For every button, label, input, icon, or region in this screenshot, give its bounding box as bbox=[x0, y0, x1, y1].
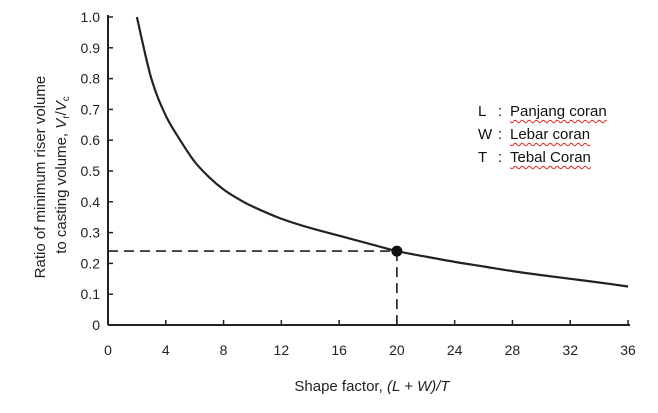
x-tick-label: 28 bbox=[505, 342, 521, 358]
x-axis-title: Shape factor, (L + W)/T bbox=[294, 378, 451, 395]
legend-item-l: L: Panjang coran bbox=[478, 103, 607, 120]
legend-item-t: T: Tebal Coran bbox=[478, 149, 591, 166]
x-tick-label: 16 bbox=[331, 342, 347, 358]
y-tick-label: 0.1 bbox=[81, 286, 101, 302]
y-tick-label: 0.5 bbox=[81, 163, 101, 179]
y-tick-label: 1.0 bbox=[81, 9, 101, 25]
series-line bbox=[135, 16, 629, 288]
x-tick-label: 32 bbox=[562, 342, 578, 358]
x-tick-label: 0 bbox=[104, 342, 112, 358]
legend: L: Panjang coran W: Lebar coran T: Tebal Co… bbox=[478, 100, 607, 169]
x-tick-label: 8 bbox=[220, 342, 228, 358]
y-tick-label: 0.2 bbox=[81, 255, 101, 271]
x-tick-label: 36 bbox=[620, 342, 636, 358]
y-tick-label: 0.3 bbox=[81, 225, 101, 241]
x-tick-label: 20 bbox=[389, 342, 405, 358]
y-tick-label: 0.6 bbox=[81, 132, 101, 148]
y-tick-label: 0.8 bbox=[81, 71, 101, 87]
y-tick-label: 0 bbox=[92, 317, 100, 333]
x-tick-label: 4 bbox=[162, 342, 170, 358]
y-tick-label: 0.4 bbox=[81, 194, 101, 210]
y-tick-label: 0.7 bbox=[81, 101, 101, 117]
legend-item-w: W: Lebar coran bbox=[478, 126, 591, 143]
x-tick-label: 24 bbox=[447, 342, 463, 358]
y-tick-label: 0.9 bbox=[81, 40, 101, 56]
highlight-point-marker bbox=[391, 245, 403, 257]
y-axis-title: Ratio of minimum riser volume to casting… bbox=[32, 72, 72, 279]
x-tick-label: 12 bbox=[274, 342, 290, 358]
